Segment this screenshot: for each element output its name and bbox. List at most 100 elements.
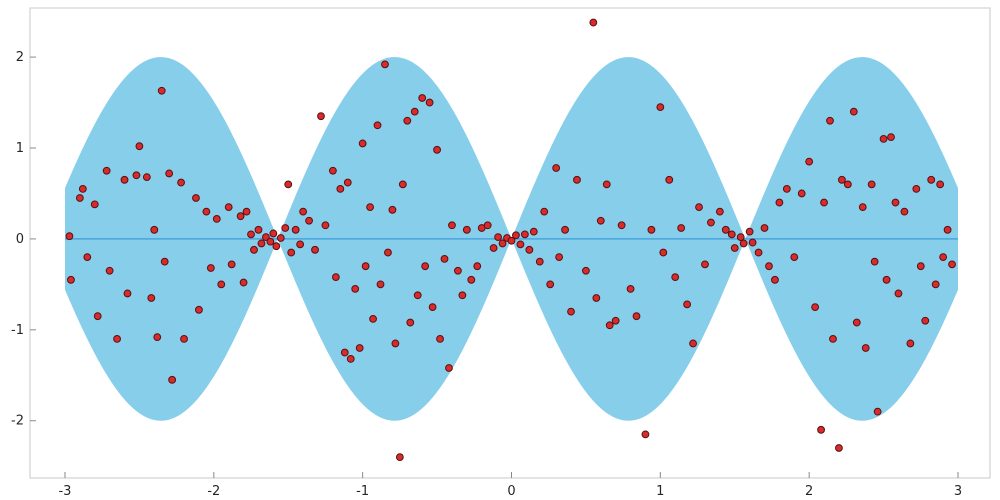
scatter-point (202, 207, 211, 216)
scatter-point (160, 257, 169, 266)
y-tick-label: 1 (16, 141, 24, 156)
scatter-point (366, 203, 374, 211)
scatter-point (689, 339, 697, 348)
scatter-point (611, 316, 620, 325)
scatter-point (829, 335, 837, 343)
scatter-point (529, 227, 538, 236)
scatter-point (936, 180, 945, 189)
x-tick-label: -1 (356, 484, 369, 499)
scatter-point (102, 166, 111, 175)
scatter-point (727, 230, 736, 239)
scatter-point (494, 233, 502, 241)
scatter-point (257, 239, 266, 248)
scatter-point (355, 344, 364, 352)
scatter-point (395, 453, 404, 461)
scatter-point (805, 157, 814, 166)
scatter-point (247, 230, 255, 239)
scatter-point (384, 248, 392, 257)
scatter-point (436, 335, 444, 343)
scatter-point (489, 244, 498, 252)
scatter-point (715, 207, 724, 216)
scatter-point (826, 116, 834, 125)
scatter-point (659, 248, 668, 257)
scatter-point (948, 260, 956, 269)
scatter-point (250, 245, 258, 254)
scatter-point (873, 407, 882, 416)
scatter-point (336, 185, 345, 193)
x-tick-label: 1 (656, 484, 664, 499)
scatter-point (516, 240, 525, 249)
scatter-point (790, 253, 799, 261)
scatter-point (291, 225, 300, 234)
scatter-point (157, 86, 166, 95)
scatter-point (177, 178, 185, 187)
scatter-point (467, 275, 476, 284)
scatter-point (369, 315, 377, 323)
scatter-point (242, 207, 251, 216)
scatter-point (596, 216, 605, 225)
scatter-point (391, 339, 400, 348)
scatter-point (105, 266, 114, 275)
scatter-point (894, 289, 903, 298)
scatter-point (276, 234, 285, 242)
scatter-point (340, 348, 349, 357)
scatter-point (227, 260, 236, 269)
scatter-point (388, 205, 397, 214)
scatter-point (448, 221, 456, 230)
scatter-point (67, 275, 75, 284)
y-tick-label: -1 (11, 323, 24, 338)
scatter-point (343, 178, 352, 187)
scatter-point (870, 257, 879, 266)
scatter-point (454, 266, 462, 275)
scatter-point (939, 253, 948, 261)
scatter-point (811, 303, 820, 311)
scatter-point (120, 175, 129, 184)
y-tick-label: 0 (16, 232, 24, 247)
scatter-point (462, 225, 471, 234)
scatter-point (473, 262, 482, 271)
scatter-point (346, 355, 355, 363)
y-tick-label: -2 (11, 414, 24, 429)
scatter-point (858, 203, 867, 211)
scatter-point (321, 221, 330, 230)
scatter-point (195, 305, 203, 314)
scatter-point (745, 227, 754, 236)
scatter-point (647, 225, 656, 234)
scatter-point (852, 318, 861, 327)
scatter-point (192, 194, 200, 202)
scatter-point (589, 18, 598, 27)
scatter-point (632, 312, 641, 321)
scatter-point (567, 307, 575, 316)
scatter-point (165, 169, 174, 178)
x-tick-label: -3 (58, 484, 71, 499)
scatter-point (540, 207, 549, 216)
scatter-point (403, 116, 412, 125)
scatter-point (656, 103, 665, 111)
scatter-point (748, 238, 757, 247)
scatter-point (433, 145, 441, 154)
scatter-point (445, 364, 453, 372)
scatter-point (879, 135, 888, 143)
scatter-point (561, 225, 569, 234)
scatter-point (428, 303, 437, 311)
scatter-point (93, 312, 102, 321)
scatter-point (512, 231, 520, 240)
scatter-point (206, 264, 215, 272)
scatter-point (592, 294, 601, 302)
scatter-point (817, 425, 825, 434)
scatter-point (113, 335, 121, 343)
scatter-point (900, 207, 909, 216)
scatter-point (381, 60, 389, 69)
scatter-point (701, 260, 709, 269)
scatter-point (931, 280, 940, 289)
scatter-point (262, 233, 270, 241)
scatter-point (239, 278, 248, 287)
scatter-point (754, 248, 763, 257)
scatter-point (739, 239, 748, 248)
scatter-point (555, 253, 564, 261)
scatter-point (887, 133, 895, 141)
scatter-point (525, 245, 534, 254)
scatter-point (835, 444, 843, 452)
